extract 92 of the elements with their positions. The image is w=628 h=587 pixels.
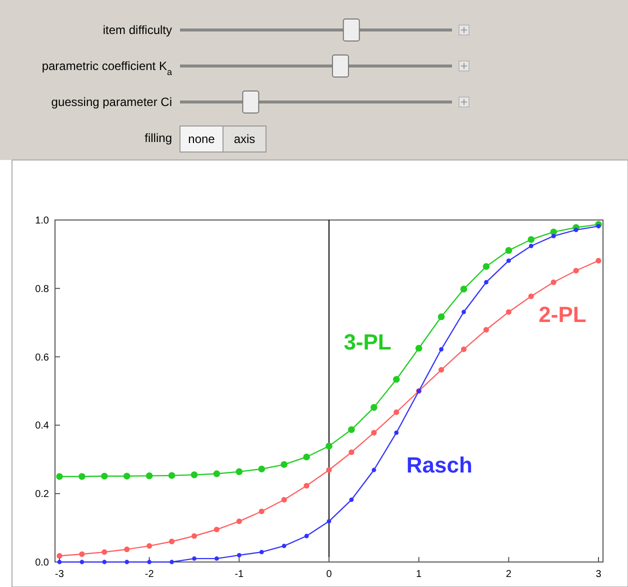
point — [213, 470, 220, 478]
point — [438, 366, 444, 373]
x-tick-label: 1 — [416, 569, 422, 580]
point — [236, 468, 243, 476]
point — [528, 236, 535, 243]
text: none — [188, 132, 216, 146]
x-tick-label: 2 — [506, 569, 512, 580]
point — [57, 560, 62, 564]
point — [370, 404, 378, 411]
x-tick-label: 0 — [326, 569, 332, 580]
point — [259, 550, 264, 554]
point — [258, 466, 266, 472]
x-tick-label: -1 — [234, 569, 244, 580]
point — [482, 263, 490, 270]
text: parametric coefficient K$_{a}$ — [42, 59, 172, 77]
point — [214, 556, 219, 561]
point — [78, 473, 86, 480]
point — [79, 551, 85, 557]
point — [80, 560, 84, 564]
point — [528, 293, 534, 300]
y-tick-label: 0.0 — [35, 558, 50, 568]
point — [506, 309, 512, 315]
point — [348, 449, 354, 456]
series-label: Rasch — [406, 452, 472, 478]
text: filling — [144, 131, 172, 145]
point — [462, 310, 466, 314]
y-tick-label: 0.4 — [35, 420, 50, 432]
point — [349, 498, 354, 502]
x-tick-label: -3 — [55, 569, 64, 580]
point — [506, 258, 511, 263]
point — [326, 467, 332, 473]
point — [170, 560, 174, 564]
point — [56, 473, 63, 480]
point — [124, 560, 130, 564]
point — [304, 534, 309, 538]
point — [392, 376, 400, 383]
y-tick-label: 0.2 — [35, 489, 50, 500]
point — [596, 224, 601, 228]
point — [123, 472, 130, 480]
series-label: 3-PL — [344, 329, 392, 354]
point — [190, 471, 198, 478]
point — [124, 546, 130, 552]
point — [574, 228, 578, 232]
y-tick-label: 1.0 — [35, 216, 50, 226]
point — [348, 426, 355, 434]
point — [236, 518, 242, 524]
text: guessing parameter Ci — [51, 95, 172, 109]
point — [281, 496, 287, 503]
text: axis — [234, 132, 256, 146]
point — [280, 461, 288, 468]
point — [101, 472, 108, 480]
point — [505, 247, 512, 254]
point — [596, 258, 602, 264]
point — [191, 533, 198, 539]
point — [147, 560, 152, 564]
point — [326, 519, 332, 524]
y-tick-label: 0.6 — [35, 352, 50, 364]
point — [394, 409, 400, 416]
point — [438, 313, 445, 320]
point — [326, 442, 332, 450]
point — [214, 526, 220, 532]
point — [371, 430, 377, 436]
point — [528, 244, 534, 248]
point — [551, 234, 556, 238]
point — [415, 344, 422, 352]
point — [372, 468, 376, 472]
x-tick-label: -2 — [144, 569, 154, 580]
point — [573, 268, 579, 274]
point — [236, 552, 242, 558]
point — [550, 279, 556, 286]
point — [146, 472, 153, 480]
point — [192, 556, 196, 561]
point — [102, 560, 107, 564]
point — [394, 430, 399, 435]
point — [56, 553, 62, 559]
point — [303, 454, 310, 460]
point — [484, 280, 488, 284]
point — [460, 346, 467, 352]
x-tick-label: 3 — [596, 569, 602, 580]
point — [146, 543, 152, 549]
point — [460, 286, 468, 292]
point — [168, 472, 176, 479]
point — [439, 347, 444, 352]
point — [168, 538, 175, 544]
series-label: 2-PL — [538, 302, 586, 327]
text: item difficulty — [102, 23, 172, 37]
point — [304, 482, 310, 489]
point — [258, 508, 264, 514]
point — [102, 549, 108, 555]
y-tick-label: 0.8 — [35, 284, 50, 295]
point — [483, 326, 490, 333]
point — [282, 544, 286, 548]
